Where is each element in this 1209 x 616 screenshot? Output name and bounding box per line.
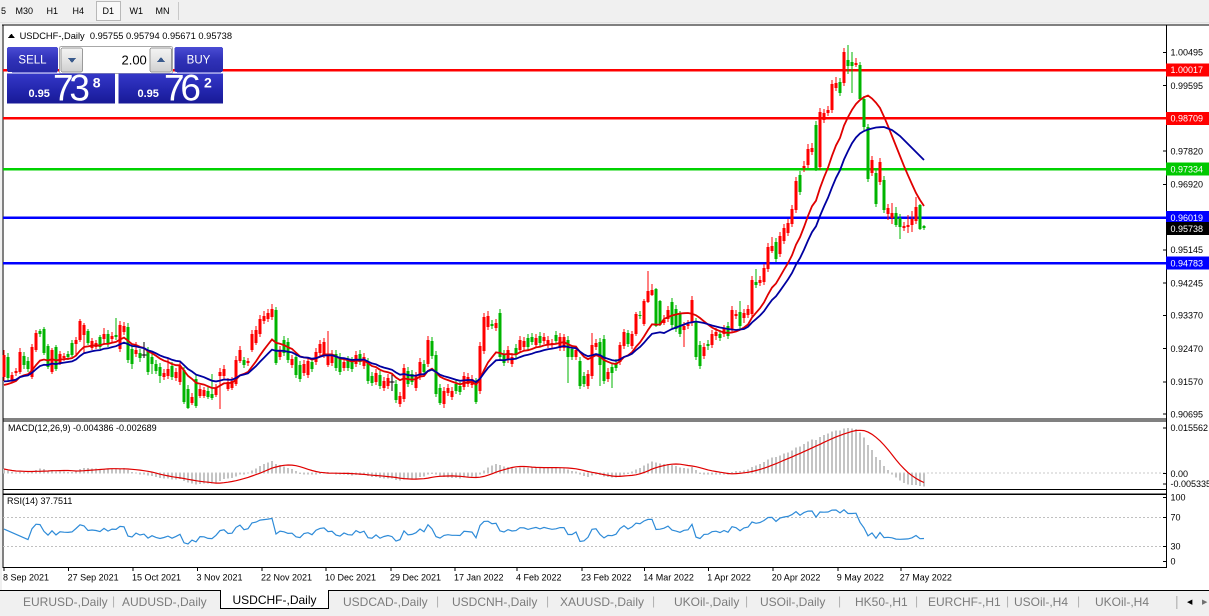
svg-text:10 Dec 2021: 10 Dec 2021	[325, 573, 376, 583]
svg-text:0.90695: 0.90695	[1171, 409, 1204, 419]
svg-text:0.95: 0.95	[29, 88, 50, 100]
svg-text:0.00: 0.00	[1171, 469, 1189, 479]
svg-text:0.94245: 0.94245	[1171, 278, 1204, 288]
svg-text:0.92470: 0.92470	[1171, 344, 1204, 354]
svg-text:23 Feb 2022: 23 Feb 2022	[581, 573, 632, 583]
svg-text:70: 70	[1171, 513, 1181, 523]
svg-text:0: 0	[1171, 557, 1176, 567]
svg-text:29 Dec 2021: 29 Dec 2021	[390, 573, 441, 583]
svg-text:0.96920: 0.96920	[1171, 180, 1204, 190]
svg-text:4 Feb 2022: 4 Feb 2022	[516, 573, 562, 583]
svg-text:0.93370: 0.93370	[1171, 311, 1204, 321]
svg-text:14 Mar 2022: 14 Mar 2022	[643, 573, 694, 583]
svg-text:0.99595: 0.99595	[1171, 81, 1204, 91]
svg-text:2.00: 2.00	[121, 53, 146, 68]
svg-text:0.94783: 0.94783	[1171, 258, 1204, 268]
svg-text:0.98709: 0.98709	[1171, 114, 1204, 124]
svg-text:1 Apr 2022: 1 Apr 2022	[707, 573, 751, 583]
svg-text:20 Apr 2022: 20 Apr 2022	[772, 573, 821, 583]
svg-text:8 Sep 2021: 8 Sep 2021	[3, 573, 49, 583]
svg-text:2: 2	[204, 75, 212, 91]
svg-text:BUY: BUY	[187, 55, 211, 67]
svg-text:73: 73	[53, 68, 90, 109]
svg-text:1.00017: 1.00017	[1171, 65, 1204, 75]
svg-text:0.97334: 0.97334	[1171, 164, 1204, 174]
svg-text:0.95: 0.95	[138, 88, 159, 100]
svg-text:RSI(14) 37.7511: RSI(14) 37.7511	[7, 496, 72, 506]
svg-text:8: 8	[93, 75, 101, 91]
svg-text:0.91570: 0.91570	[1171, 377, 1204, 387]
svg-text:15 Oct 2021: 15 Oct 2021	[132, 573, 181, 583]
svg-text:USDCHF-,Daily 0.95755 0.95794: USDCHF-,Daily 0.95755 0.95794 0.95671 0.…	[20, 31, 232, 41]
svg-text:22 Nov 2021: 22 Nov 2021	[261, 573, 312, 583]
svg-text:0.96019: 0.96019	[1171, 213, 1204, 223]
svg-text:0.97820: 0.97820	[1171, 146, 1204, 156]
svg-text:30: 30	[1171, 542, 1181, 552]
svg-text:0.95738: 0.95738	[1171, 224, 1204, 234]
svg-text:27 May 2022: 27 May 2022	[900, 573, 952, 583]
svg-text:76: 76	[164, 68, 201, 109]
svg-text:9 May 2022: 9 May 2022	[837, 573, 884, 583]
svg-text:0.95145: 0.95145	[1171, 245, 1204, 255]
svg-text:0.015562: 0.015562	[1171, 423, 1209, 433]
svg-text:-0.005335: -0.005335	[1171, 479, 1209, 489]
svg-text:SELL: SELL	[18, 55, 47, 67]
svg-text:17 Jan 2022: 17 Jan 2022	[454, 573, 504, 583]
svg-text:27 Sep 2021: 27 Sep 2021	[68, 573, 119, 583]
svg-text:100: 100	[1171, 493, 1186, 503]
svg-text:MACD(12,26,9) -0.004386 -0.002: MACD(12,26,9) -0.004386 -0.002689	[8, 423, 157, 433]
svg-text:3 Nov 2021: 3 Nov 2021	[197, 573, 243, 583]
svg-text:1.00495: 1.00495	[1171, 48, 1204, 58]
